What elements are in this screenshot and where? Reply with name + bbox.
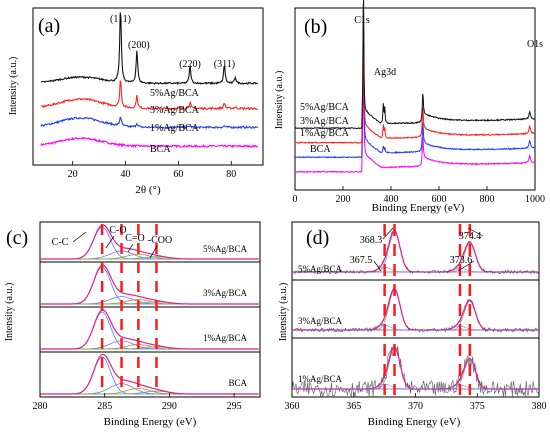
survey-xtick-label-3: 600 — [432, 194, 447, 205]
xrd-series-name-0: BCA — [150, 144, 171, 155]
c1s-component-3-1 — [40, 383, 259, 395]
c1s-component-label-3: -COO — [148, 235, 172, 246]
xrd-peak-label-2: (220) — [179, 59, 201, 70]
c1s-component-label-2: C=O — [125, 233, 145, 244]
ag3d-raw-1 — [291, 289, 540, 334]
panel-c-xlabel: Binding Energy (eV) — [104, 416, 197, 428]
ag3d-peak-label-1: 367.5 — [350, 255, 373, 266]
ag3d-peak-pointer-3 — [457, 260, 475, 272]
xrd-series-line-2 — [40, 80, 259, 111]
panel-a-ylabel: Intensity (a.u.) — [8, 57, 19, 116]
ag3d-raw-2 — [291, 346, 540, 398]
ag3d-xtick-label-2: 370 — [408, 401, 423, 412]
panel-a-label: (a) — [38, 15, 60, 37]
panel-c-ylabel: Intensity (a.u.) — [4, 283, 15, 342]
xrd-series-name-3: 5%Ag/BCA — [150, 88, 200, 99]
xrd-series-line-1 — [40, 116, 259, 130]
survey-peak-label-2: O1s — [527, 39, 543, 50]
ag3d-sample-name-1: 3%Ag/BCA — [298, 316, 343, 326]
xrd-series-name-1: 1%Ag/BCA — [150, 123, 200, 134]
panel-b-xlabel: Binding Energy (eV) — [372, 202, 465, 214]
survey-series-name-1: 1%Ag/BCA — [300, 128, 350, 139]
panel-b-frame — [294, 7, 536, 191]
c1s-component-label-1: C-O — [109, 225, 126, 236]
xrd-peak-label-3: (311) — [214, 59, 235, 70]
survey-peak-label-0: C1s — [354, 15, 370, 26]
survey-series-name-0: BCA — [310, 144, 331, 155]
survey-series-name-3: 5%Ag/BCA — [300, 102, 350, 113]
c1s-envelope-3 — [40, 353, 259, 395]
panel-b-label: (b) — [304, 16, 327, 38]
survey-series-line-1 — [294, 28, 536, 159]
survey-series-line-3 — [294, 0, 536, 130]
c1s-sample-name-2: 1%Ag/BCA — [203, 333, 248, 343]
xrd-series-line-0 — [40, 136, 259, 149]
survey-series-line-2 — [294, 14, 536, 145]
survey-peak-label-1: Ag3d — [374, 67, 396, 78]
panel-c: 5%Ag/BCA 3%Ag/BCA 1%Ag/BCA BCA (c) C-C C-OC=… — [4, 221, 261, 428]
c1s-component-pointer-1 — [105, 235, 115, 249]
xrd-series-line-3 — [40, 12, 258, 86]
ag3d-peak-pointer-1 — [373, 260, 382, 272]
panel-b-ylabel: Intensity (a.u.) — [274, 71, 285, 130]
panel-d: 5%Ag/BCA 3%Ag/BCA 1%Ag/BCA (d) 368.3 367.5 3… — [278, 221, 547, 428]
xrd-xtick-label-3: 80 — [226, 169, 236, 180]
c1s-xtick-label-0: 280 — [33, 401, 48, 412]
panel-d-xlabel: Binding Energy (eV) — [368, 416, 461, 428]
c1s-sample-name-3: BCA — [228, 378, 247, 388]
ag3d-xtick-label-4: 380 — [532, 401, 547, 412]
xrd-xtick-label-1: 40 — [121, 169, 131, 180]
ag3d-xtick-label-0: 360 — [285, 401, 300, 412]
c1s-sample-name-1: 3%Ag/BCA — [203, 288, 248, 298]
ag3d-xtick-label-3: 375 — [470, 401, 485, 412]
ag3d-sample-name-0: 5%Ag/BCA — [298, 264, 343, 274]
survey-xtick-label-5: 1000 — [525, 194, 545, 205]
panel-d-ylabel: Intensity (a.u.) — [278, 283, 289, 342]
c1s-component-label-0: C-C — [52, 237, 69, 248]
survey-xtick-label-2: 400 — [384, 194, 399, 205]
survey-xtick-label-1: 200 — [336, 194, 351, 205]
xrd-series-name-2: 3%Ag/BCA — [150, 105, 200, 116]
panel-a-frame — [32, 7, 264, 166]
c1s-component-3-0 — [40, 356, 259, 395]
c1s-envelope-0 — [40, 224, 259, 260]
ag3d-peak-label-0: 368.3 — [360, 235, 383, 246]
xrd-xtick-label-2: 60 — [173, 169, 183, 180]
survey-series-line-0 — [294, 43, 536, 174]
xrd-xtick-label-0: 20 — [68, 169, 78, 180]
survey-series-name-2: 3%Ag/BCA — [300, 116, 350, 127]
ag3d-peak-label-3: 373.6 — [450, 255, 473, 266]
ag3d-xtick-label-1: 365 — [346, 401, 361, 412]
survey-xtick-label-4: 800 — [480, 194, 495, 205]
c1s-sample-name-0: 5%Ag/BCA — [203, 244, 248, 254]
panel-a: (a) (111)(200)(220) (311) BCA1%Ag/BCA3%Ag… — [8, 7, 264, 196]
survey-xtick-label-0: 0 — [293, 194, 298, 205]
panel-c-label: (c) — [6, 227, 28, 249]
c1s-component-pointer-2 — [127, 243, 134, 253]
c1s-component-pointer-0 — [72, 231, 87, 243]
c1s-xtick-label-3: 295 — [227, 401, 242, 412]
panel-c-frame — [39, 221, 261, 398]
c1s-xtick-label-2: 290 — [162, 401, 177, 412]
panel-d-label: (d) — [306, 227, 329, 249]
panel-a-xlabel: 2θ (°) — [135, 184, 161, 196]
c1s-component-pointer-3 — [149, 245, 158, 259]
xrd-peak-label-1: (200) — [128, 40, 150, 51]
ag3d-peak-label-2: 374.4 — [459, 231, 482, 242]
c1s-xtick-label-1: 285 — [97, 401, 112, 412]
ag3d-sample-name-2: 1%Ag/BCA — [298, 374, 343, 384]
c1s-envelope-2 — [40, 309, 259, 350]
c1s-envelope-1 — [40, 264, 259, 305]
ag3d-peak-pointer-0 — [382, 227, 394, 240]
ag3d-peak-pointer-2 — [467, 227, 484, 237]
